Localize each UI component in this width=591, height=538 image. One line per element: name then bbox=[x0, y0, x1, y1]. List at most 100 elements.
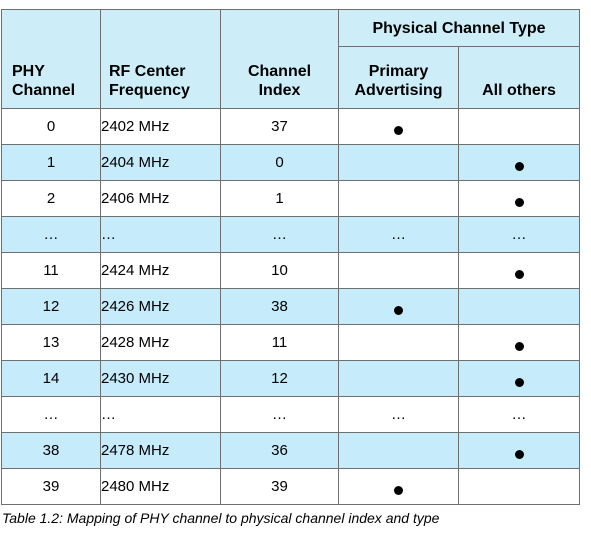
cell-all-others-text: … bbox=[511, 226, 527, 243]
cell-rf-frequency: … bbox=[100, 216, 221, 253]
cell-primary-advertising bbox=[338, 360, 459, 397]
cell-rf-frequency-text: 2406 MHz bbox=[101, 190, 170, 207]
header-phy-channel: PHY Channel bbox=[1, 9, 101, 109]
cell-phy-channel: 11 bbox=[1, 252, 101, 289]
cell-channel-index: 39 bbox=[220, 468, 339, 505]
cell-primary-advertising: … bbox=[338, 216, 459, 253]
table-row: 12 2426 MHz 38 bbox=[1, 288, 580, 325]
cell-rf-frequency-text: … bbox=[101, 226, 117, 243]
cell-channel-index-text: 37 bbox=[271, 118, 288, 135]
cell-channel-index: 0 bbox=[220, 144, 339, 181]
cell-primary-advertising bbox=[338, 468, 459, 505]
header-rf-center-frequency: RF Center Frequency bbox=[100, 9, 221, 109]
bullet-dot-icon bbox=[514, 270, 524, 280]
table-caption: Table 1.2: Mapping of PHY channel to phy… bbox=[2, 510, 440, 526]
header-channel-index: Channel Index bbox=[220, 9, 339, 109]
cell-primary-advertising: … bbox=[338, 396, 459, 433]
cell-primary-advertising bbox=[338, 432, 459, 469]
cell-all-others bbox=[458, 324, 580, 361]
cell-channel-index-text: 12 bbox=[271, 370, 288, 387]
cell-rf-frequency-text: 2478 MHz bbox=[101, 442, 170, 459]
cell-phy-channel-text: 38 bbox=[42, 442, 60, 459]
header-physical-channel-type-label: Physical Channel Type bbox=[372, 19, 546, 37]
cell-rf-frequency: 2426 MHz bbox=[100, 288, 221, 325]
header-primary-advertising-label: Primary Advertising bbox=[354, 63, 443, 99]
cell-rf-frequency-text: 2402 MHz bbox=[101, 118, 170, 135]
header-phy-channel-label: PHY Channel bbox=[12, 63, 76, 99]
cell-phy-channel-text: 0 bbox=[46, 118, 56, 135]
table-row: 13 2428 MHz 11 bbox=[1, 324, 580, 361]
cell-rf-frequency-text: … bbox=[101, 406, 117, 423]
header-all-others: All others bbox=[458, 46, 580, 109]
cell-channel-index-text: 10 bbox=[271, 262, 288, 279]
cell-primary-advertising bbox=[338, 108, 459, 145]
table-row: 38 2478 MHz 36 bbox=[1, 432, 580, 469]
cell-phy-channel: 13 bbox=[1, 324, 101, 361]
cell-channel-index: … bbox=[220, 396, 339, 433]
cell-phy-channel: 39 bbox=[1, 468, 101, 505]
table-row: 39 2480 MHz 39 bbox=[1, 468, 580, 505]
table-row: 14 2430 MHz 12 bbox=[1, 360, 580, 397]
cell-phy-channel-text: 13 bbox=[42, 334, 60, 351]
cell-all-others bbox=[458, 108, 580, 145]
cell-phy-channel: 0 bbox=[1, 108, 101, 145]
cell-rf-frequency: 2428 MHz bbox=[100, 324, 221, 361]
cell-all-others bbox=[458, 180, 580, 217]
table-row: 11 2424 MHz 10 bbox=[1, 252, 580, 289]
table-row: 1 2404 MHz 0 bbox=[1, 144, 580, 181]
cell-channel-index: … bbox=[220, 216, 339, 253]
cell-primary-advertising-text: … bbox=[391, 406, 406, 423]
cell-primary-advertising-text: … bbox=[391, 226, 406, 243]
bullet-dot-icon bbox=[514, 162, 524, 172]
cell-phy-channel-text: 1 bbox=[46, 154, 56, 171]
cell-channel-index-text: 38 bbox=[271, 298, 288, 315]
cell-primary-advertising bbox=[338, 252, 459, 289]
cell-rf-frequency: 2480 MHz bbox=[100, 468, 221, 505]
table-header: PHY Channel RF Center Frequency Channel Ind… bbox=[1, 9, 580, 109]
bullet-dot-icon bbox=[394, 486, 403, 496]
cell-channel-index-text: … bbox=[272, 226, 287, 243]
bullet-dot-icon bbox=[514, 450, 524, 460]
cell-phy-channel-text: 12 bbox=[42, 298, 60, 315]
cell-rf-frequency: 2406 MHz bbox=[100, 180, 221, 217]
cell-rf-frequency-text: 2428 MHz bbox=[101, 334, 170, 351]
header-physical-channel-type: Physical Channel Type bbox=[338, 9, 580, 47]
cell-phy-channel: 1 bbox=[1, 144, 101, 181]
cell-phy-channel-text: 2 bbox=[46, 190, 56, 207]
cell-all-others bbox=[458, 468, 580, 505]
cell-rf-frequency-text: 2426 MHz bbox=[101, 298, 170, 315]
cell-phy-channel: 12 bbox=[1, 288, 101, 325]
cell-channel-index: 12 bbox=[220, 360, 339, 397]
cell-all-others: … bbox=[458, 396, 580, 433]
cell-phy-channel: … bbox=[1, 216, 101, 253]
cell-channel-index: 38 bbox=[220, 288, 339, 325]
table-row: … … … … … bbox=[1, 396, 580, 433]
cell-rf-frequency: 2478 MHz bbox=[100, 432, 221, 469]
table-row: 0 2402 MHz 37 bbox=[1, 108, 580, 145]
cell-channel-index: 1 bbox=[220, 180, 339, 217]
cell-all-others bbox=[458, 144, 580, 181]
cell-phy-channel: 38 bbox=[1, 432, 101, 469]
cell-channel-index-text: 0 bbox=[275, 154, 284, 171]
cell-rf-frequency: 2430 MHz bbox=[100, 360, 221, 397]
cell-channel-index-text: … bbox=[272, 406, 287, 423]
cell-rf-frequency: 2402 MHz bbox=[100, 108, 221, 145]
cell-primary-advertising bbox=[338, 288, 459, 325]
cell-phy-channel-text: 39 bbox=[42, 478, 60, 495]
bullet-dot-icon bbox=[394, 126, 403, 136]
cell-rf-frequency-text: 2424 MHz bbox=[101, 262, 170, 279]
header-primary-advertising: Primary Advertising bbox=[338, 46, 459, 109]
cell-phy-channel-text: … bbox=[43, 226, 59, 243]
cell-rf-frequency-text: 2404 MHz bbox=[101, 154, 170, 171]
cell-channel-index: 37 bbox=[220, 108, 339, 145]
table-body: 0 2402 MHz 37 1 2404 MHz 0 2 2406 MHz 1 … … … … … 11 24… bbox=[1, 108, 580, 505]
bullet-dot-icon bbox=[514, 378, 524, 388]
cell-rf-frequency-text: 2430 MHz bbox=[101, 370, 170, 387]
cell-all-others bbox=[458, 288, 580, 325]
header-channel-index-label: Channel Index bbox=[247, 63, 312, 99]
cell-all-others-text: … bbox=[511, 406, 527, 423]
cell-phy-channel-text: … bbox=[43, 406, 59, 423]
cell-phy-channel: 14 bbox=[1, 360, 101, 397]
cell-channel-index-text: 11 bbox=[271, 334, 288, 351]
cell-phy-channel-text: 11 bbox=[43, 262, 59, 279]
